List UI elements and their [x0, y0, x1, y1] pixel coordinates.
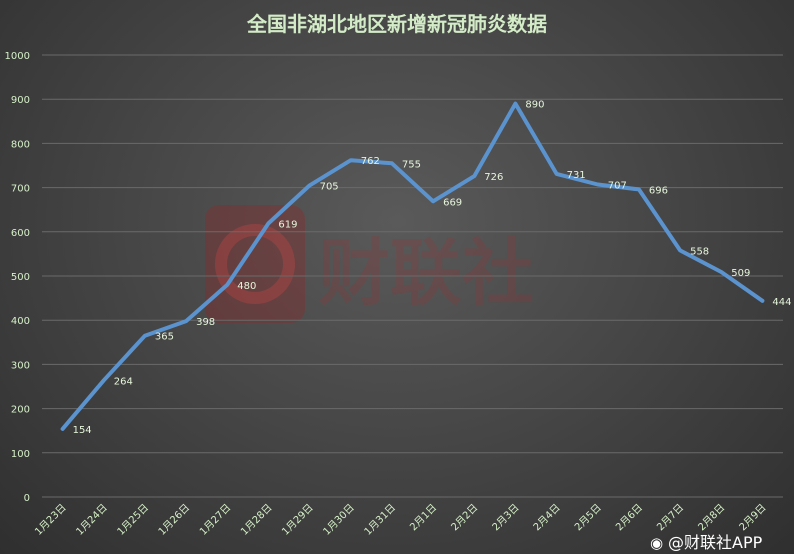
x-tick-label: 2月8日	[696, 502, 728, 534]
data-label: 726	[484, 172, 503, 183]
x-tick-label: 2月9日	[737, 502, 769, 534]
x-tick-label: 2月2日	[449, 502, 481, 534]
data-label: 398	[196, 317, 215, 328]
x-tick-label: 1月24日	[74, 502, 110, 538]
credit-text: @财联社APP	[668, 533, 763, 552]
gridlines	[42, 54, 783, 498]
y-tick-label: 200	[11, 405, 30, 416]
data-labels: 154 264 365 398 480 619 705 762 755 669 726 890 731 7…	[62, 100, 792, 436]
x-tick-label: 1月26日	[156, 502, 192, 538]
data-label: 154	[73, 425, 92, 436]
y-tick-label: 900	[11, 95, 30, 106]
x-tick-label: 2月3日	[490, 502, 522, 534]
y-tick-label: 600	[11, 228, 30, 239]
data-label: 669	[443, 197, 462, 208]
data-label: 731	[567, 170, 586, 181]
watermark-text: 财联社	[318, 231, 534, 315]
data-label: 264	[114, 376, 133, 387]
data-label: 558	[690, 246, 709, 257]
credit: ◉ @财联社APP	[650, 533, 763, 552]
y-tick-label: 700	[11, 184, 30, 195]
x-tick-label: 1月29日	[280, 502, 316, 538]
x-tick-label: 1月31日	[362, 502, 398, 538]
y-tick-label: 400	[11, 316, 30, 327]
x-tick-label: 2月6日	[613, 502, 645, 534]
y-tick-label: 100	[11, 449, 30, 460]
y-tick-label: 1000	[5, 51, 30, 62]
y-tick-label: 300	[11, 360, 30, 371]
y-tick-label: 500	[11, 272, 30, 283]
y-axis: 0 100 200 300 400 500 600 700 800 900 1000	[5, 51, 30, 504]
x-tick-label: 2月4日	[531, 502, 563, 534]
data-label: 619	[278, 219, 297, 230]
y-tick-label: 800	[11, 139, 30, 150]
weibo-icon: ◉	[650, 534, 663, 552]
data-label: 509	[731, 268, 750, 279]
x-tick-label: 2月1日	[408, 502, 440, 534]
x-tick-label: 1月23日	[33, 502, 69, 538]
x-tick-label: 1月30日	[321, 502, 357, 538]
data-label: 365	[155, 332, 174, 343]
data-label: 762	[361, 156, 380, 167]
x-tick-label: 1月28日	[238, 502, 274, 538]
data-label: 890	[525, 100, 544, 111]
data-label: 705	[320, 181, 339, 192]
x-axis: 1月23日 1月24日 1月25日 1月26日 1月27日 1月28日 1月29日 1月30日…	[33, 502, 769, 538]
x-tick-label: 1月25日	[115, 502, 151, 538]
data-label: 696	[649, 185, 668, 196]
data-label: 755	[402, 159, 421, 170]
data-label: 444	[772, 297, 791, 308]
chart-title: 全国非湖北地区新增新冠肺炎数据	[246, 12, 547, 36]
y-tick-label: 0	[24, 493, 30, 504]
series-line	[60, 101, 765, 431]
data-label: 707	[608, 181, 627, 192]
watermark-logo: 财联社	[205, 205, 534, 323]
x-tick-label: 2月7日	[655, 502, 687, 534]
x-tick-label: 2月5日	[572, 502, 604, 534]
data-label: 480	[237, 281, 256, 292]
x-tick-label: 1月27日	[197, 502, 233, 538]
